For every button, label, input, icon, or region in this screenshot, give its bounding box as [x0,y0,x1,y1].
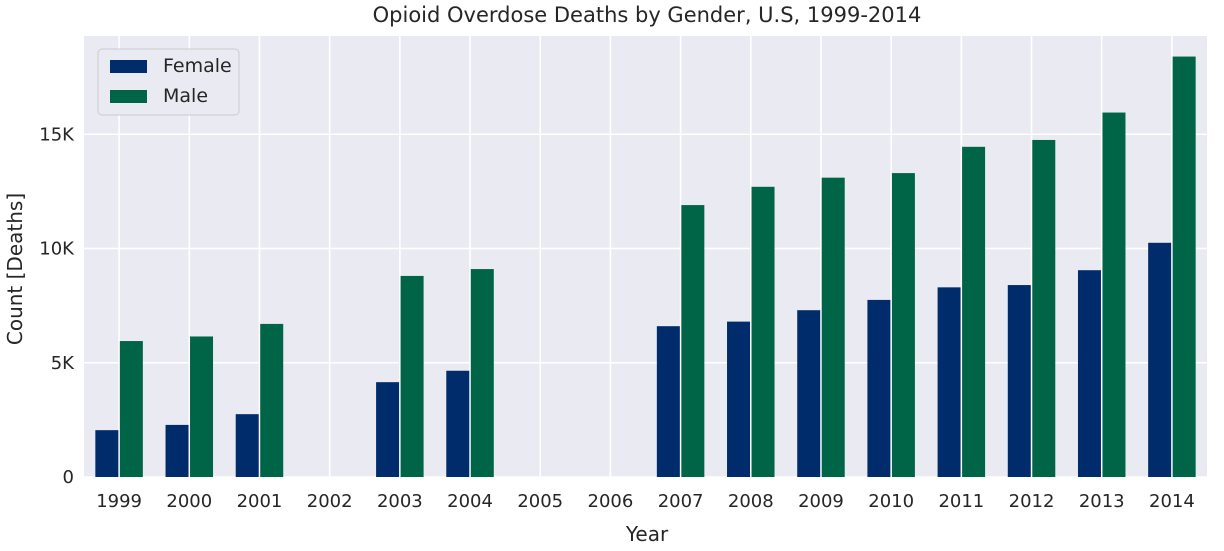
x-tick-label: 2012 [1009,491,1055,512]
bar-female-2004 [446,370,470,477]
bar-male-2012 [1032,139,1056,478]
legend-label-male: Male [163,85,208,107]
bar-female-2003 [376,382,400,477]
x-tick-label: 2010 [868,491,914,512]
bar-female-2009 [797,310,821,477]
bar-female-2008 [727,321,751,477]
y-tick-label: 5K [51,353,75,374]
x-tick-label: 2000 [166,491,212,512]
bar-female-2010 [867,299,891,477]
bar-male-2003 [400,275,424,477]
bar-female-2013 [1077,270,1101,477]
x-tick-label: 2014 [1149,491,1195,512]
x-tick-label: 2008 [728,491,774,512]
bar-female-1999 [95,430,119,477]
bar-female-2014 [1148,242,1172,477]
y-tick-labels: 0 5K 10K 15K [39,124,75,488]
y-tick-label: 10K [39,239,75,260]
legend-label-female: Female [163,55,232,77]
bars [95,56,1196,478]
x-tick-label: 2003 [377,491,423,512]
bar-female-2000 [165,424,189,477]
bar-male-2008 [751,186,775,477]
x-tick-label: 2004 [447,491,493,512]
legend-swatch-male [110,90,147,103]
bar-male-1999 [119,341,143,477]
x-tick-label: 1999 [96,491,142,512]
x-tick-label: 2005 [517,491,563,512]
x-tick-label: 2009 [798,491,844,512]
legend-swatch-female [110,60,147,73]
bar-female-2001 [235,414,259,477]
x-tick-labels: 1999 2000 2001 2002 2003 2004 2005 2006 2007 2008… [96,491,1195,512]
x-tick-label: 2007 [658,491,704,512]
bar-male-2000 [190,336,214,477]
bar-male-2010 [891,173,915,477]
y-tick-label: 0 [63,467,74,488]
bar-male-2001 [260,323,284,477]
x-tick-label: 2013 [1079,491,1125,512]
grid-lines [84,36,1207,478]
y-tick-label: 15K [39,124,75,145]
x-tick-label: 2011 [938,491,984,512]
bar-female-2007 [656,326,680,477]
x-axis-label: Year [625,522,669,546]
y-axis-label: Count [Deaths] [3,193,27,345]
bar-male-2007 [681,205,705,478]
bar-male-2004 [470,269,494,477]
x-tick-label: 2002 [307,491,353,512]
x-tick-label: 2006 [588,491,634,512]
chart-title: Opioid Overdose Deaths by Gender, U.S, 1… [373,3,922,27]
bar-female-2011 [937,287,961,477]
bar-male-2013 [1102,112,1126,477]
bar-female-2012 [1007,285,1031,477]
legend: Female Male [97,48,240,116]
x-tick-label: 2001 [237,491,283,512]
bar-male-2011 [962,146,986,478]
bar-male-2009 [821,177,845,477]
bar-male-2014 [1172,56,1196,478]
